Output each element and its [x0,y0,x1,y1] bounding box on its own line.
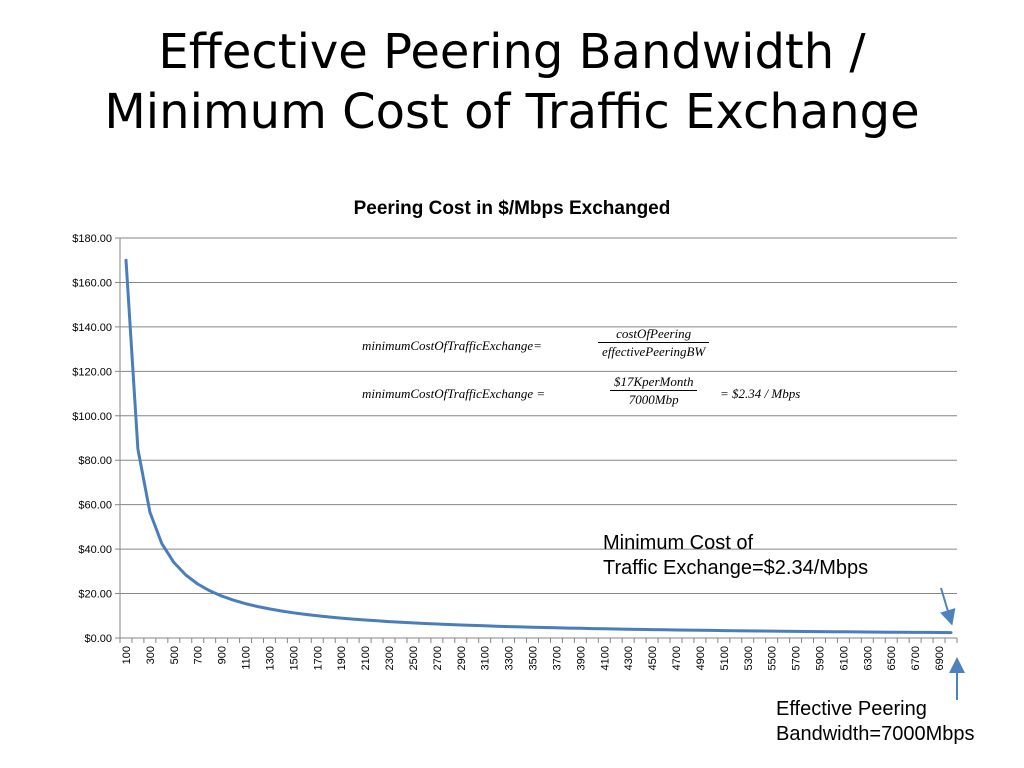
y-tick-label: $40.00 [78,544,112,556]
x-tick-label: 3500 [528,646,540,670]
x-tick-label: 500 [169,646,181,664]
x-tick-label: 2500 [408,646,420,670]
x-tick-label: 700 [193,646,205,664]
x-tick-label: 900 [217,646,229,664]
bandwidth-annotation-line-2: Bandwidth=7000Mbps [776,723,975,745]
x-tick-label: 4500 [647,646,659,670]
y-tick-label: $160.00 [72,277,112,289]
x-tick-label: 1900 [336,646,348,670]
x-tick-label: 6100 [838,646,850,670]
y-tick-label: $0.00 [84,633,112,645]
x-tick-label: 3700 [551,646,563,670]
x-tick-label: 3900 [575,646,587,670]
formula-2-lhs: minimumCostOfTrafficExchange = [362,386,546,401]
x-tick-label: 1300 [264,646,276,670]
x-tick-label: 4700 [671,646,683,670]
x-tick-label: 1500 [288,646,300,670]
chart-series [124,258,953,635]
formula-1-fraction: costOfPeering effectivePeeringBW [598,326,710,360]
y-tick-label: $80.00 [78,455,112,467]
slide-title: Effective Peering Bandwidth / Minimum Co… [0,22,1024,142]
y-tick-label: $20.00 [78,589,112,601]
formula-1-lhs: minimumCostOfTrafficExchange= [362,338,542,353]
y-axis: $0.00 $20.00 $40.00 $60.00 $80.00 $100.00 $120… [72,233,121,645]
formula-2-denominator: 7000Mbp [610,390,698,408]
series-line [124,258,953,635]
x-tick-label: 5300 [743,646,755,670]
x-tick-label: 5100 [719,646,731,670]
x-tick-label: 3100 [480,646,492,670]
x-tick-label: 6700 [910,646,922,670]
formula-2-numerator: $17KperMonth [614,374,694,389]
x-tick-label: 5900 [814,646,826,670]
x-tick-label: 3300 [504,646,516,670]
slide-title-line-1: Effective Peering Bandwidth / [158,24,866,80]
slide-title-line-2: Minimum Cost of Traffic Exchange [104,84,920,140]
x-tick-label: 1100 [241,646,253,670]
x-tick-label: 2100 [360,646,372,670]
x-tick-label: 6500 [886,646,898,670]
chart-title: Peering Cost in $/Mbps Exchanged [354,198,671,219]
chart-gridlines [120,237,957,639]
x-tick-label: 5500 [767,646,779,670]
y-tick-label: $100.00 [72,411,112,423]
y-tick-label: $140.00 [72,322,112,334]
x-tick-label: 4100 [599,646,611,670]
x-tick-label: 2700 [432,646,444,670]
x-tick-label: 4900 [695,646,707,670]
annotation-arrows [940,587,965,700]
formula-1-denominator: effectivePeeringBW [598,342,710,360]
x-axis: 100 300 500 700 900 1100 1300 1500 1700 1900 2100 2… [119,638,958,670]
x-tick-label: 6300 [862,646,874,670]
x-tick-label: 4300 [623,646,635,670]
bandwidth-annotation-line-1: Effective Peering [776,698,927,720]
x-tick-label: 300 [145,646,157,664]
min-cost-annotation-line-2: Traffic Exchange=$2.34/Mbps [603,557,869,579]
x-tick-label: 100 [121,646,133,664]
x-tick-label: 2300 [384,646,396,670]
min-cost-annotation: Minimum Cost of Traffic Exchange=$2.34/M… [603,531,868,581]
y-tick-label: $180.00 [72,233,112,245]
formula-2-result: = $2.34 / Mbps [720,386,801,401]
y-tick-label: $120.00 [72,366,112,378]
bandwidth-annotation: Effective Peering Bandwidth=7000Mbps [776,697,974,747]
x-tick-label: 5700 [791,646,803,670]
x-tick-label: 2900 [456,646,468,670]
min-cost-annotation-line-1: Minimum Cost of [603,532,754,554]
formula-1-numerator: costOfPeering [616,326,692,341]
min-cost-arrow [940,587,956,626]
y-tick-label: $60.00 [78,500,112,512]
x-tick-label: 1700 [312,646,324,670]
x-tick-label: 6900 [934,646,946,670]
formula-2-fraction: $17KperMonth 7000Mbp [610,374,698,408]
